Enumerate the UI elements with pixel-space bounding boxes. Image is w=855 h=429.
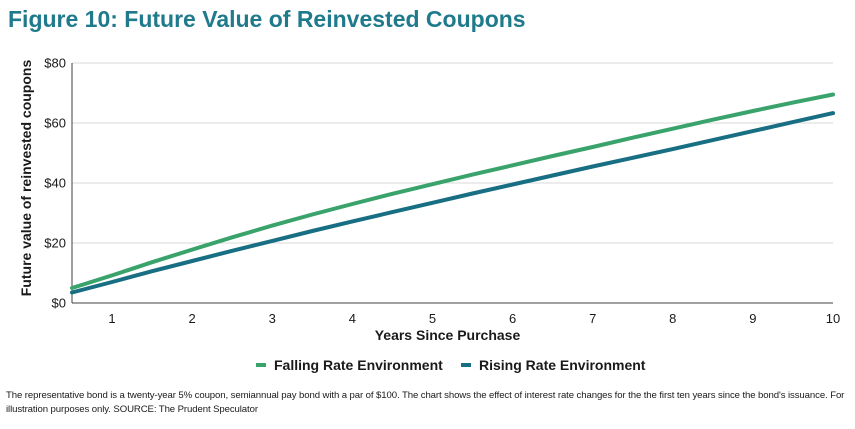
y-tick-label: $40: [44, 176, 66, 191]
x-tick-label: 9: [749, 311, 756, 326]
x-tick-label: 5: [429, 311, 436, 326]
series-line: [70, 92, 835, 290]
x-axis-title: Years Since Purchase: [375, 327, 521, 343]
series-line: [70, 111, 835, 295]
footnote: The representative bond is a twenty-year…: [6, 390, 845, 415]
x-tick-label: 2: [189, 311, 196, 326]
y-tick-label: $80: [44, 56, 66, 71]
y-tick-label: $60: [44, 116, 66, 131]
line-chart: $0 $20 $40 $60 $80 1 2 3 4 5 6 7 8 9 10 Years Since Pu…: [18, 56, 840, 374]
gridlines: [72, 62, 833, 244]
axes: $0 $20 $40 $60 $80 1 2 3 4 5 6 7 8 9 10: [44, 56, 840, 327]
x-tick-label: 6: [509, 311, 516, 326]
x-tick-label: 1: [108, 311, 115, 326]
x-tick-label: 4: [349, 311, 356, 326]
legend-label: Falling Rate Environment: [274, 357, 443, 373]
x-tick-label: 8: [669, 311, 676, 326]
legend-label: Rising Rate Environment: [479, 357, 646, 373]
y-tick-label: $20: [44, 236, 66, 251]
y-axis-title: Future value of reinvested coupons: [18, 60, 34, 297]
chart-title: Figure 10: Future Value of Reinvested Co…: [8, 6, 526, 32]
x-tick-label: 10: [826, 311, 840, 326]
legend: Falling Rate Environment Rising Rate Envi…: [256, 357, 646, 373]
x-tick-label: 3: [269, 311, 276, 326]
y-tick-label: $0: [52, 296, 66, 311]
x-tick-label: 7: [589, 311, 596, 326]
series-lines: [70, 92, 835, 295]
